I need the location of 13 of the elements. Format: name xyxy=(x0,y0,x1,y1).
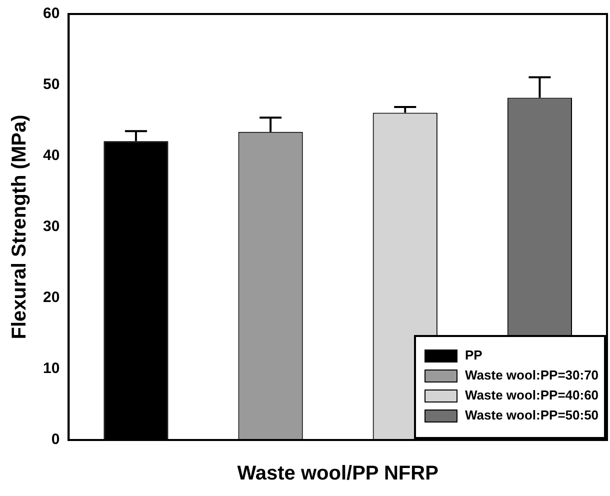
y-axis-title: Flexural Strength (MPa) xyxy=(8,114,31,340)
y-tick-label: 30 xyxy=(42,218,60,236)
y-tick-label: 40 xyxy=(42,147,60,164)
y-tick-label: 50 xyxy=(42,76,60,94)
legend-label: PP xyxy=(465,348,483,363)
legend-label: Waste wool:PP=30:70 xyxy=(465,368,599,383)
y-tick-label: 20 xyxy=(42,289,60,306)
x-axis-title: Waste wool/PP NFRP xyxy=(237,462,438,485)
y-tick-label: 60 xyxy=(42,5,60,22)
y-tick-label: 10 xyxy=(42,360,60,378)
y-tick-label: 0 xyxy=(51,431,60,448)
legend-label: Waste wool:PP=40:60 xyxy=(465,388,599,403)
legend-label: Waste wool:PP=50:50 xyxy=(465,408,599,423)
